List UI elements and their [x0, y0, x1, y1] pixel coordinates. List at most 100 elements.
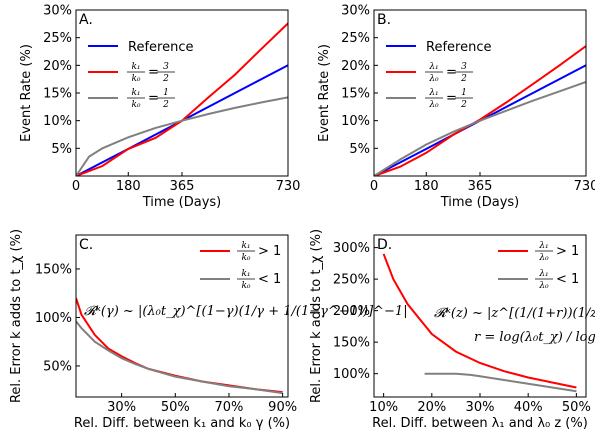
- x-tick-label: 50%: [161, 400, 190, 415]
- legend-fraction-den: k₀: [131, 74, 140, 84]
- formula: 𝓡ᵏ(γ) ~ |(λ₀t_χ)^[(1−γ)(1/γ + 1/(1−γ^−1)…: [84, 304, 408, 319]
- panel-label: D.: [377, 237, 392, 253]
- panel-label: B.: [377, 12, 391, 28]
- legend-value-den: 2: [162, 74, 169, 84]
- y-tick-label: 25%: [341, 31, 370, 46]
- legend-fraction-num: λ₁: [428, 62, 438, 72]
- legend-fraction-den: k₀: [131, 100, 140, 110]
- legend-label: > 1: [258, 244, 281, 259]
- legend: Reference k₁ k₀ = 3 2 k₁ k₀ = 1 2: [88, 40, 193, 110]
- x-tick-label: 90%: [268, 400, 297, 415]
- x-axis-label: Time (Days): [440, 195, 520, 210]
- legend-eq: =: [446, 91, 457, 106]
- legend-fraction-num: λ₁: [538, 241, 548, 251]
- legend-value-num: 3: [163, 62, 169, 72]
- legend-eq: =: [148, 91, 159, 106]
- x-tick-label: 730: [574, 179, 595, 194]
- legend: λ₁ λ₀ > 1 λ₁ λ₀ < 1: [498, 241, 579, 291]
- y-axis-label: Event Rate (%): [19, 44, 34, 142]
- panel-a: 0 180 365 730 5% 10% 15% 20% 25% 30% Time (Days) Ev…: [19, 4, 300, 211]
- y-tick-label: 20%: [341, 59, 370, 74]
- legend-value-den: 2: [460, 100, 467, 110]
- x-axis-label: Time (Days): [142, 195, 222, 210]
- x-tick-label: 365: [170, 179, 195, 194]
- y-tick-label: 100%: [35, 311, 72, 326]
- legend-eq: =: [446, 65, 457, 80]
- formula-1: 𝓡ᵏ(z) ~ |z^[(1/(1+r))(1/z − 1)]^−1|: [434, 306, 595, 321]
- y-axis-label: Rel. Error k adds to t_χ (%): [309, 229, 324, 403]
- legend: k₁ k₀ > 1 k₁ k₀ < 1: [200, 241, 281, 291]
- y-tick-label: 20%: [43, 59, 72, 74]
- legend-eq: =: [148, 65, 159, 80]
- x-tick-label: 0: [370, 179, 378, 194]
- y-tick-label: 10%: [341, 114, 370, 129]
- legend-fraction-num: λ₁: [538, 269, 548, 279]
- x-tick-label: 70%: [215, 400, 244, 415]
- panel-d: 10% 20% 30% 40% 50% 100% 150% 200% 250% 300% Rel. …: [309, 229, 595, 431]
- x-tick-label: 365: [468, 179, 493, 194]
- legend-fraction-num: k₁: [241, 269, 250, 279]
- axes-frame: [75, 234, 289, 398]
- series-line-2: [374, 80, 586, 176]
- legend-fraction-den: λ₀: [428, 74, 439, 84]
- y-tick-label: 5%: [349, 142, 370, 157]
- y-tick-label: 15%: [43, 87, 72, 102]
- legend-label: < 1: [556, 272, 579, 287]
- legend-value-den: 2: [162, 100, 169, 110]
- x-axis-label: Rel. Diff. between k₁ and k₀ γ (%): [74, 416, 290, 431]
- legend-fraction-den: λ₀: [538, 253, 549, 263]
- x-tick-label: 180: [116, 179, 141, 194]
- panel-label: C.: [79, 237, 93, 253]
- legend-fraction-den: k₀: [241, 253, 250, 263]
- y-tick-label: 300%: [333, 241, 370, 256]
- legend-value-num: 1: [461, 88, 467, 98]
- y-axis-label: Rel. Error k adds to t_χ (%): [9, 229, 24, 403]
- x-tick-label: 10%: [369, 400, 398, 415]
- series-line-1: [424, 372, 577, 393]
- y-tick-label: 25%: [43, 31, 72, 46]
- y-tick-label: 200%: [333, 304, 370, 319]
- y-tick-label: 15%: [341, 87, 370, 102]
- y-tick-label: 250%: [333, 273, 370, 288]
- series-line-0: [382, 253, 577, 389]
- series-line-1: [76, 320, 283, 395]
- legend-value-den: 2: [460, 74, 467, 84]
- x-tick-label: 30%: [466, 400, 495, 415]
- legend-label: Reference: [128, 40, 193, 55]
- y-tick-label: 10%: [43, 114, 72, 129]
- legend-value-num: 3: [461, 62, 467, 72]
- legend-fraction-den: λ₀: [428, 100, 439, 110]
- x-tick-label: 0: [72, 179, 80, 194]
- x-tick-label: 30%: [107, 400, 136, 415]
- legend-label: Reference: [426, 40, 491, 55]
- legend-value-num: 1: [163, 88, 169, 98]
- panel-label: A.: [79, 12, 93, 28]
- legend-label: < 1: [258, 272, 281, 287]
- series-line-2: [76, 96, 288, 176]
- x-tick-label: 20%: [417, 400, 446, 415]
- panel-c: 30% 50% 70% 90% 50% 100% 150% Rel. Diff. betwee…: [9, 229, 408, 431]
- x-tick-label: 40%: [514, 400, 543, 415]
- x-tick-label: 730: [276, 179, 301, 194]
- legend-fraction-num: k₁: [131, 88, 140, 98]
- formula-2: r = log(λ₀t_χ) / log(z): [474, 330, 595, 345]
- x-tick-label: 180: [414, 179, 439, 194]
- y-tick-label: 30%: [43, 4, 72, 19]
- y-tick-label: 30%: [341, 4, 370, 19]
- legend-fraction-den: λ₀: [538, 281, 549, 291]
- y-tick-label: 150%: [35, 262, 72, 277]
- axes-frame: [75, 9, 289, 177]
- x-axis-label: Rel. Diff. between λ₁ and λ₀ z (%): [372, 416, 588, 431]
- x-tick-label: 50%: [562, 400, 591, 415]
- y-tick-label: 150%: [333, 336, 370, 351]
- y-tick-label: 5%: [51, 142, 72, 157]
- legend-label: > 1: [556, 244, 579, 259]
- legend-fraction-num: k₁: [131, 62, 140, 72]
- y-tick-label: 50%: [43, 359, 72, 374]
- legend-fraction-den: k₀: [241, 281, 250, 291]
- y-axis-label: Event Rate (%): [317, 44, 332, 142]
- legend-fraction-num: λ₁: [428, 88, 438, 98]
- legend: Reference λ₁ λ₀ = 3 2 λ₁ λ₀ = 1 2: [386, 40, 491, 110]
- panel-b: 0 180 365 730 5% 10% 15% 20% 25% 30% Time (Days) Ev…: [317, 4, 595, 211]
